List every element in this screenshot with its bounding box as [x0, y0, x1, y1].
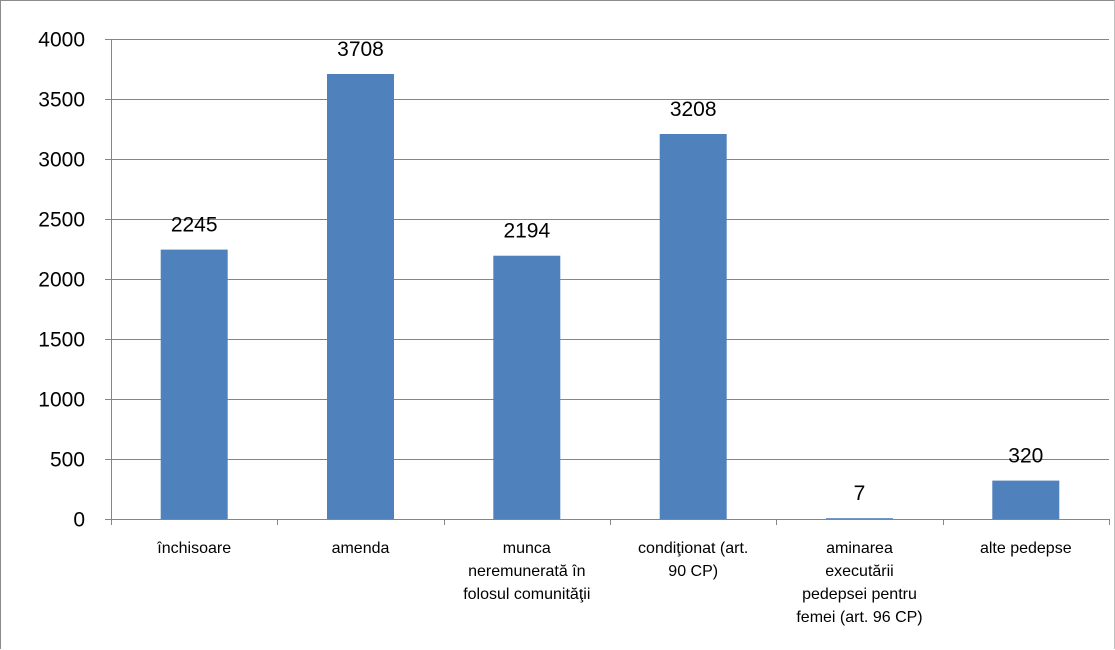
category-label-line: pedepsei pentru	[802, 586, 917, 603]
category-label-line: folosul comunităţii	[463, 586, 590, 603]
category-label-line: femei (art. 96 CP)	[796, 609, 922, 626]
y-tick-label: 3500	[38, 89, 85, 112]
y-tick-label: 0	[73, 509, 85, 532]
category-label-line: închisoare	[156, 540, 231, 557]
category-label: aminarea executării pedepsei pentru femei (…	[796, 540, 922, 626]
data-label: 3208	[670, 98, 717, 121]
bar-6	[992, 480, 1060, 519]
y-tick-label: 4000	[38, 29, 85, 52]
category-label-line: alte pedepse	[980, 540, 1072, 557]
y-tick-label: 2000	[38, 269, 85, 292]
data-label: 2194	[503, 220, 550, 243]
category-label: închisoare	[156, 540, 231, 557]
y-tick-label: 1000	[38, 389, 85, 412]
category-label-line: neremunerată în	[468, 563, 585, 580]
category-label: amenda	[332, 540, 390, 557]
y-tick-label: 1500	[38, 329, 85, 352]
y-tick-label: 2500	[38, 209, 85, 232]
y-tick-label: 3000	[38, 149, 85, 172]
category-label: munca neremunerată în folosul comunităţii	[463, 540, 590, 603]
bars	[160, 74, 1060, 519]
bar-3	[493, 255, 561, 519]
category-label-line: aminarea	[826, 540, 893, 557]
category-label-line: 90 CP)	[668, 563, 718, 580]
data-label: 7	[854, 482, 866, 505]
category-label: alte pedepse	[980, 540, 1072, 557]
category-label: condiţionat (art. 90 CP)	[638, 540, 748, 580]
labels: 0 500 1000 1500 2000 2500 3000 3500 4000 2245 înch…	[38, 29, 1071, 627]
bar-1	[160, 249, 228, 519]
data-label: 2245	[171, 214, 218, 237]
data-label: 3708	[337, 38, 384, 61]
category-label-line: amenda	[332, 540, 390, 557]
gridlines	[111, 39, 1109, 460]
category-label-line: munca	[503, 540, 551, 557]
data-label: 320	[1008, 445, 1043, 468]
bar-2	[327, 74, 394, 519]
bar-4	[659, 134, 727, 519]
y-tick-label: 500	[50, 449, 85, 472]
axes	[105, 39, 1110, 525]
category-label-line: condiţionat (art.	[638, 540, 748, 557]
bar-5	[826, 518, 893, 519]
category-label-line: executării	[825, 563, 893, 580]
